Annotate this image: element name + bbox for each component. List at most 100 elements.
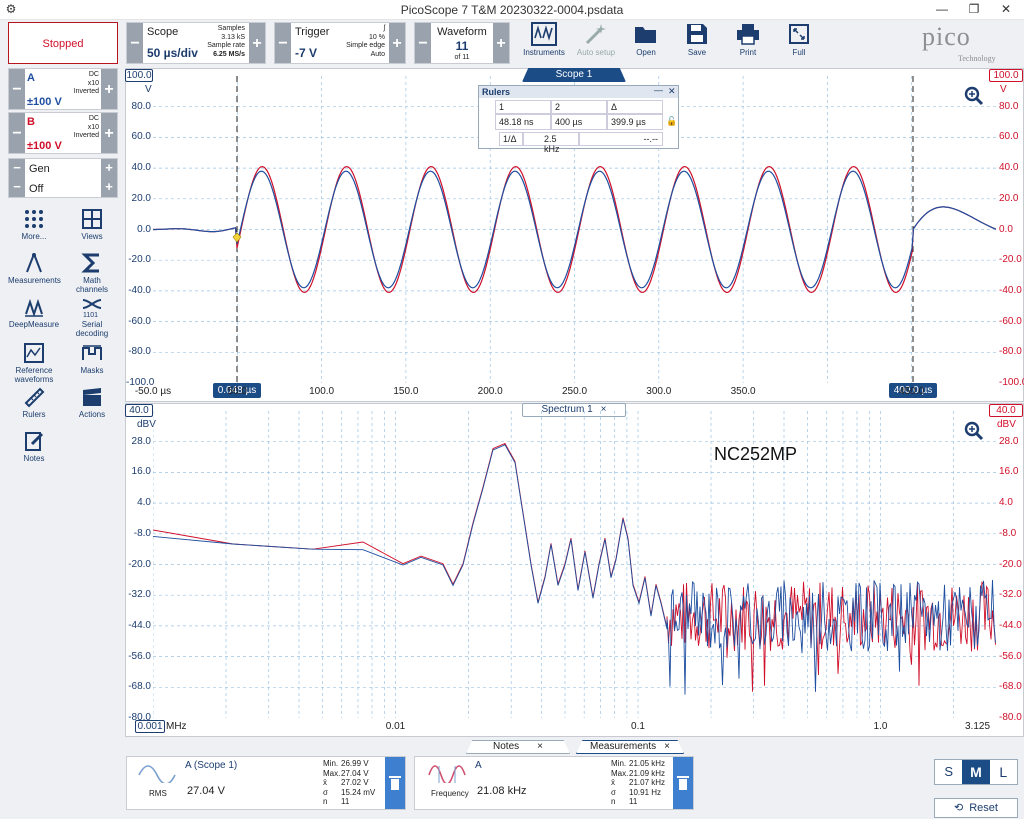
tab-scope-1[interactable]: Scope 1 (522, 68, 626, 82)
notes-tab-close-icon: × (537, 741, 543, 752)
channel-a-increase-button[interactable]: + (101, 69, 117, 109)
channel-b-panel[interactable]: − B ±100 V DC x10 Inverted + (8, 112, 118, 154)
serial-decoding-button[interactable]: 1101 Serial decoding (66, 296, 118, 338)
size-s-button[interactable]: S (944, 764, 953, 779)
channel-b-info: DC x10 Inverted (73, 115, 99, 139)
gen-state-increase-button[interactable]: + (101, 178, 117, 197)
deepmeasure-button[interactable]: DeepMeasure (8, 296, 60, 329)
ruler-1-tag[interactable]: 0.048 µs (213, 383, 261, 398)
masks-button[interactable]: Masks (66, 342, 118, 375)
views-button[interactable]: Views (66, 208, 118, 241)
measurements-tab-close-icon: × (664, 741, 670, 752)
spectrum-a-trace (153, 444, 996, 695)
waveform-current[interactable]: 11 (455, 39, 469, 53)
gen-decrease-button[interactable]: − (9, 159, 25, 178)
trigger-decrease-button[interactable]: − (275, 23, 291, 63)
tab-spectrum-1[interactable]: Spectrum 1 × (522, 403, 626, 417)
channel-a-decrease-button[interactable]: − (9, 69, 25, 109)
tab-notes[interactable]: Notes × (466, 740, 570, 754)
scope-zoom-button[interactable] (964, 86, 984, 109)
trigger-increase-button[interactable]: + (389, 23, 405, 63)
lock-icon[interactable]: 🔓 (666, 116, 678, 126)
spectrum-y-tick-right: -8.0 (999, 527, 1017, 539)
ruler-2-tag[interactable]: 400.0 µs (889, 383, 937, 398)
rulers-button[interactable]: Rulers (8, 386, 60, 419)
minimize-button[interactable]: — (936, 2, 948, 16)
rulers-close-button[interactable]: ✕ (668, 86, 676, 96)
rulers-inverse-value-2: --.-- (579, 132, 663, 146)
spectrum-unit-right: dBV (997, 419, 1016, 430)
channel-a-range[interactable]: ±100 V (27, 96, 62, 108)
scope-y-tick-right: 80.0 (999, 100, 1019, 112)
trigger-level[interactable]: -7 V (295, 46, 318, 60)
delete-measurement-frequency-button[interactable] (673, 757, 693, 809)
scope-label: Scope (147, 26, 179, 38)
full-screen-button[interactable]: Full (773, 20, 825, 66)
scope-y-tick-right: -60.0 (999, 315, 1022, 327)
size-m-button[interactable]: M (962, 760, 990, 784)
grid-dots-icon (25, 210, 43, 228)
scope-y-tick-left: 60.0 (131, 131, 151, 143)
instruments-button[interactable]: Instruments (518, 20, 570, 66)
reference-waveforms-button[interactable]: Reference waveforms (8, 342, 60, 384)
scope-unit-right: V (1000, 84, 1007, 95)
folder-icon (635, 27, 656, 43)
close-button[interactable]: ✕ (1000, 2, 1012, 16)
actions-button[interactable]: Actions (66, 386, 118, 419)
scope-y-tick-left: 40.0 (131, 162, 151, 174)
gen-increase-button[interactable]: + (101, 159, 117, 178)
measurement-rms-type: RMS (149, 789, 167, 798)
save-button[interactable]: Save (671, 20, 723, 66)
channel-b-increase-button[interactable]: + (101, 113, 117, 153)
scope-x-tick: 200.0 (477, 386, 503, 397)
size-l-button[interactable]: L (999, 764, 1008, 780)
measurement-rms-value: 27.04 V (187, 785, 225, 797)
rulers-inverse-value: 2.5 kHz (523, 132, 579, 154)
measurement-card-rms[interactable]: RMS A (Scope 1) 27.04 V Min. Max. x̄ σ n 26.… (126, 756, 406, 810)
spectrum-y-tick-right: -68.0 (999, 681, 1022, 693)
gen-state[interactable]: Off (29, 183, 44, 195)
spectrum-x-tick: 1.0 (873, 721, 888, 732)
rulers-inverse-label: 1/Δ (499, 132, 523, 146)
channel-a-info: DC x10 Inverted (73, 71, 99, 95)
timebase-value[interactable]: 50 µs/div (147, 46, 198, 60)
channel-a-panel[interactable]: − A ±100 V DC x10 Inverted + (8, 68, 118, 110)
waveform-prev-button[interactable]: − (415, 23, 431, 63)
spectrum-zoom-button[interactable] (964, 421, 984, 444)
tab-measurements[interactable]: Measurements × (576, 740, 684, 754)
spectrum-plot[interactable] (153, 411, 996, 718)
delete-measurement-rms-button[interactable] (385, 757, 405, 809)
math-channels-button[interactable]: Math channels (66, 252, 118, 294)
run-stop-button[interactable]: Stopped (8, 22, 118, 64)
waveform-next-button[interactable]: + (493, 23, 509, 63)
scope-top-right-label: 100.0 (989, 69, 1023, 82)
gen-state-decrease-button[interactable]: − (9, 178, 25, 197)
auto-setup-button[interactable]: Auto setup (570, 20, 622, 66)
print-button[interactable]: Print (722, 20, 774, 66)
channel-b-range[interactable]: ±100 V (27, 140, 62, 152)
spectrum-grid (153, 411, 996, 718)
more-button[interactable]: More... (8, 208, 60, 241)
scope-y-tick-left: -60.0 (128, 315, 151, 327)
scope-plot[interactable] (153, 76, 996, 383)
channel-b-decrease-button[interactable]: − (9, 113, 25, 153)
notes-button[interactable]: Notes (8, 430, 60, 463)
printer-icon (737, 24, 759, 45)
fullscreen-icon (789, 24, 809, 44)
reset-button[interactable]: ⟲ Reset (934, 798, 1018, 818)
open-button[interactable]: Open (620, 20, 672, 66)
waveform-label: Waveform (437, 26, 487, 38)
timebase-decrease-button[interactable]: − (127, 23, 143, 63)
measurements-button[interactable]: Measurements (8, 252, 61, 285)
restore-button[interactable]: ❐ (968, 2, 980, 16)
timebase-increase-button[interactable]: + (249, 23, 265, 63)
compass-icon (26, 253, 42, 273)
generator-panel[interactable]: − − Gen Off + + (8, 158, 118, 198)
measurement-rms-stat-labels: Min. Max. x̄ σ n (323, 759, 341, 806)
rms-wave-icon (138, 765, 176, 783)
scope-y-tick-right: -100.0 (999, 377, 1024, 388)
channel-a-name: A (27, 72, 35, 84)
measurement-card-frequency[interactable]: Frequency A 21.08 kHz Min. Max. x̄ σ n 21.05… (414, 756, 694, 810)
rulers-minimize-button[interactable]: — (654, 85, 663, 95)
scope-unit-left: V (145, 84, 152, 95)
